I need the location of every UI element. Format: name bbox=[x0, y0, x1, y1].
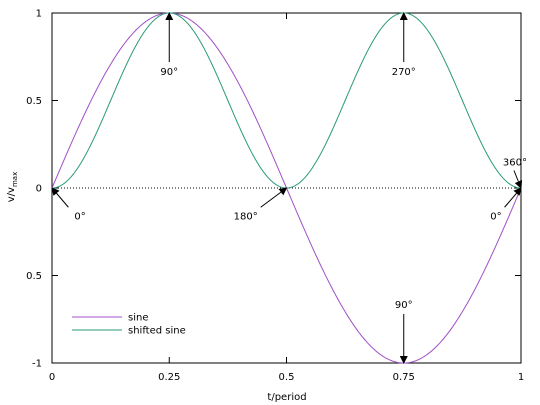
y-axis-label-main: v/v bbox=[6, 187, 17, 202]
y-axis-label-subscript: max bbox=[11, 172, 19, 187]
annotation-arrow bbox=[260, 187, 288, 208]
axes-layer: 0 0.25 0.5 0.75 1 -1 0.5 0 0.5 1 bbox=[26, 9, 524, 384]
y-tick-label: 0 bbox=[36, 184, 42, 195]
legend-label: shifted sine bbox=[128, 326, 186, 337]
annotation-arrow bbox=[513, 170, 523, 189]
annotation-label: 90° bbox=[395, 300, 413, 311]
annotations-layer: 90° 270° 90° 0° 180° 0° 360° bbox=[51, 12, 527, 364]
x-tick-label: 0.5 bbox=[279, 372, 295, 383]
axis-labels: t/period v/vmax bbox=[6, 172, 307, 403]
y-tick-label: -1 bbox=[32, 359, 42, 370]
y-axis-label: v/vmax bbox=[6, 172, 19, 202]
x-tick-label: 0.25 bbox=[158, 372, 180, 383]
y-tick-label: 0.5 bbox=[26, 96, 42, 107]
annotation-label: 270° bbox=[392, 67, 416, 78]
annotation-label: 0° bbox=[490, 211, 501, 222]
annotation-arrow bbox=[51, 187, 69, 208]
annotation-arrow bbox=[504, 187, 522, 208]
annotation-label: 0° bbox=[74, 211, 85, 222]
x-tick-label: 0 bbox=[49, 372, 55, 383]
legend-label: sine bbox=[128, 313, 148, 324]
x-tick-label: 1 bbox=[518, 372, 524, 383]
x-tick-label: 0.75 bbox=[393, 372, 415, 383]
annotation-label: 180° bbox=[234, 211, 258, 222]
legend: sine shifted sine bbox=[72, 313, 186, 337]
annotation-label: 90° bbox=[160, 67, 178, 78]
annotation-label: 360° bbox=[503, 158, 527, 169]
y-tick-label: 0.5 bbox=[26, 271, 42, 282]
y-tick-label: 1 bbox=[36, 9, 42, 20]
x-axis-label: t/period bbox=[267, 392, 306, 403]
